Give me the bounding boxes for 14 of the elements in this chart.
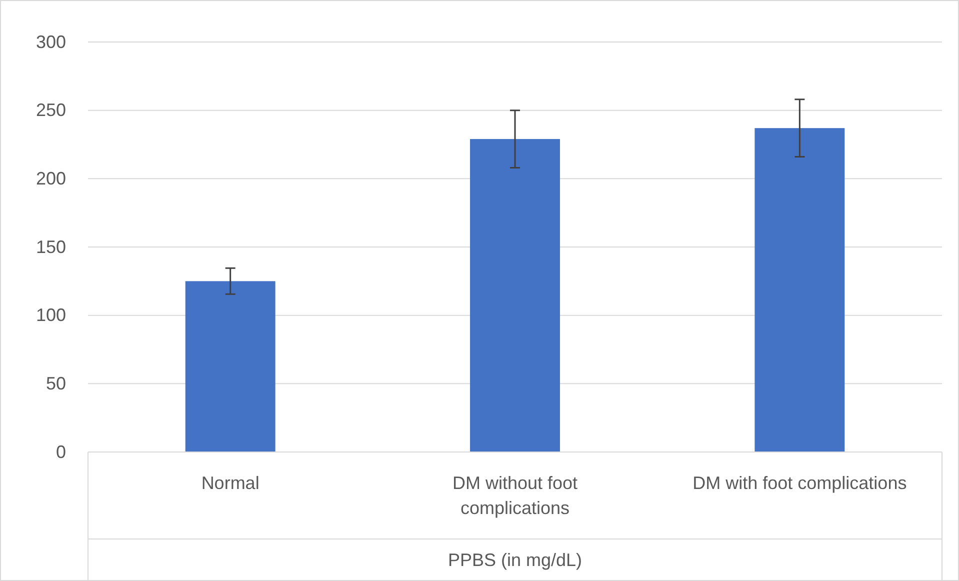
y-tick-label: 0 [56,442,66,462]
x-tick-label: DM without foot complications [452,473,578,518]
bar [185,281,276,452]
y-tick-label: 150 [36,236,66,257]
y-tick-label: 250 [36,100,66,120]
y-tick-label: 100 [36,305,66,326]
x-tick-label: Normal [201,473,260,493]
y-tick-label: 50 [46,373,66,394]
bar [470,139,560,452]
bar [754,128,845,452]
y-tick-label: 200 [36,168,66,188]
y-tick-label: 300 [36,32,66,52]
x-tick-label: DM with foot complications [692,473,907,493]
x-axis-title: PPBS (in mg/dL) [448,550,582,570]
